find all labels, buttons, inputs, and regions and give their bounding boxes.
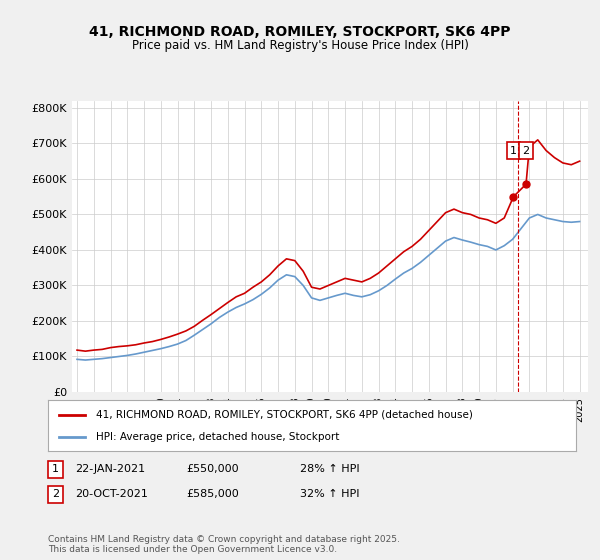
- Text: 1: 1: [52, 464, 59, 474]
- Text: Contains HM Land Registry data © Crown copyright and database right 2025.
This d: Contains HM Land Registry data © Crown c…: [48, 535, 400, 554]
- Text: £585,000: £585,000: [186, 489, 239, 500]
- Text: 32% ↑ HPI: 32% ↑ HPI: [300, 489, 359, 500]
- Text: 1: 1: [510, 146, 517, 156]
- Text: 22-JAN-2021: 22-JAN-2021: [75, 464, 145, 474]
- Text: 41, RICHMOND ROAD, ROMILEY, STOCKPORT, SK6 4PP (detached house): 41, RICHMOND ROAD, ROMILEY, STOCKPORT, S…: [95, 409, 472, 419]
- Text: £550,000: £550,000: [186, 464, 239, 474]
- Text: 28% ↑ HPI: 28% ↑ HPI: [300, 464, 359, 474]
- Text: Price paid vs. HM Land Registry's House Price Index (HPI): Price paid vs. HM Land Registry's House …: [131, 39, 469, 52]
- Text: 41, RICHMOND ROAD, ROMILEY, STOCKPORT, SK6 4PP: 41, RICHMOND ROAD, ROMILEY, STOCKPORT, S…: [89, 25, 511, 39]
- Text: 20-OCT-2021: 20-OCT-2021: [75, 489, 148, 500]
- Text: HPI: Average price, detached house, Stockport: HPI: Average price, detached house, Stoc…: [95, 432, 339, 442]
- Text: 2: 2: [523, 146, 530, 156]
- Text: 2: 2: [52, 489, 59, 500]
